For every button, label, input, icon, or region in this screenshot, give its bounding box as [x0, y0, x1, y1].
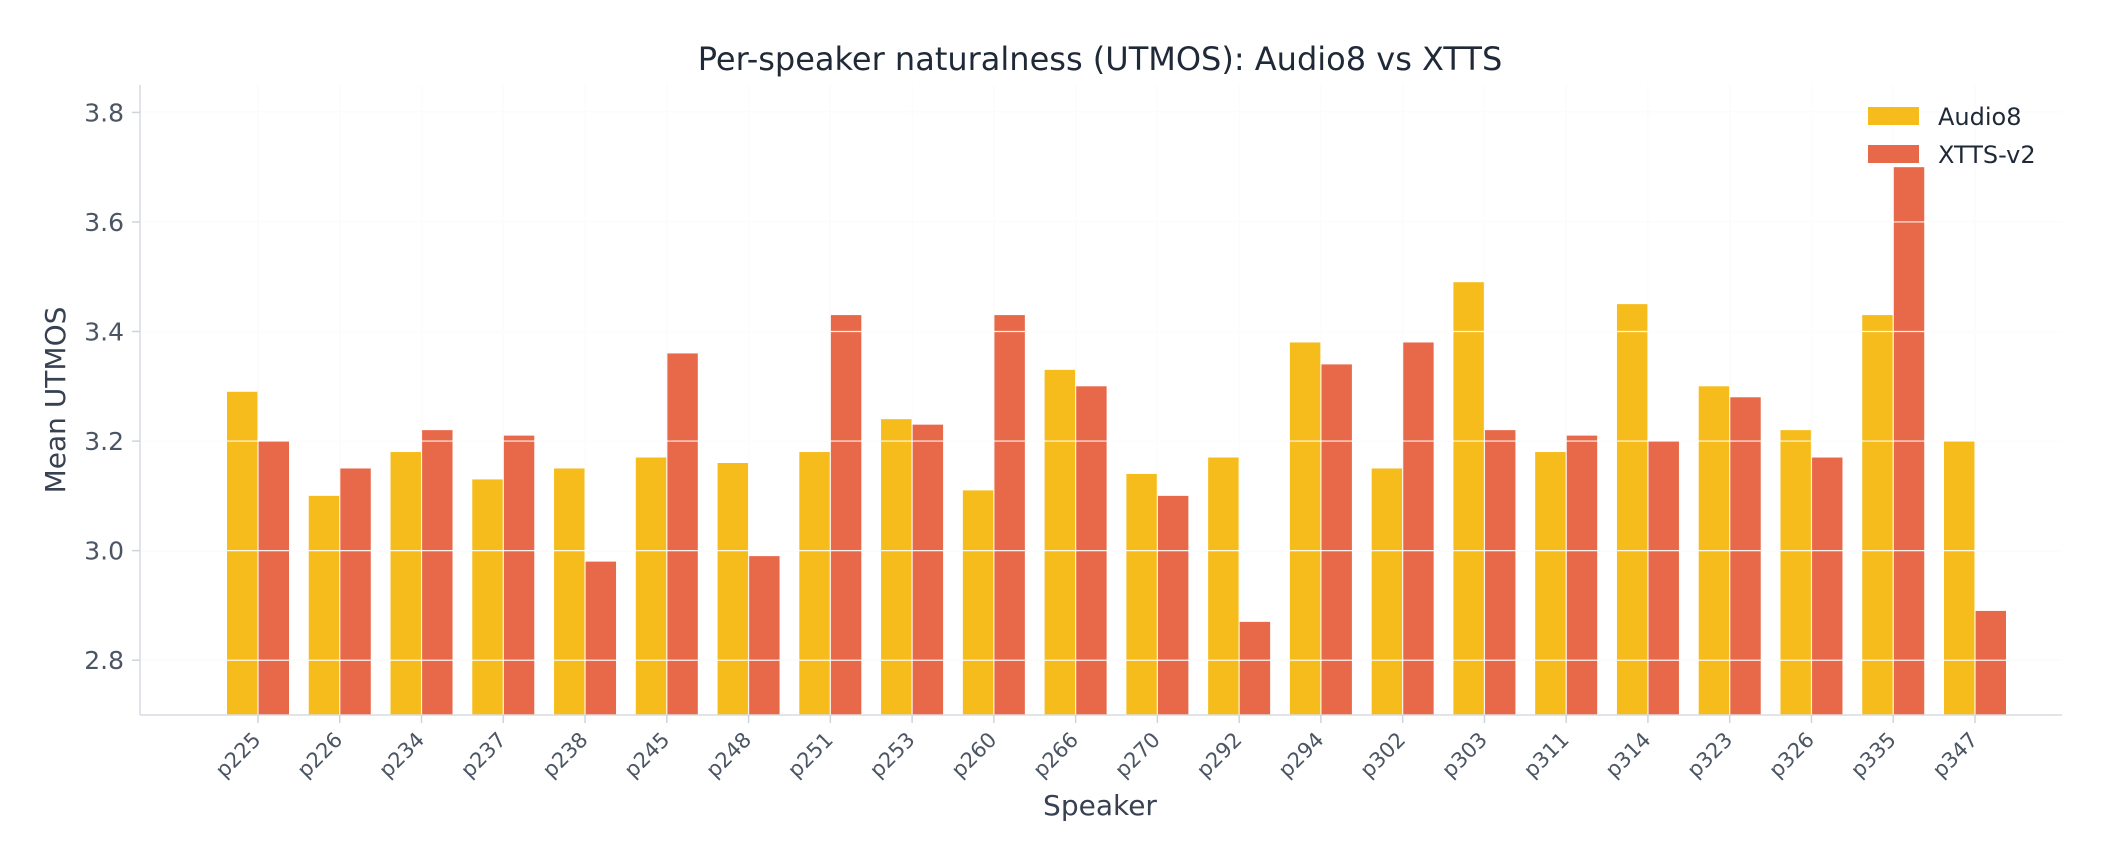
x-tick-label: p248: [701, 728, 756, 783]
x-tick-label: p347: [1928, 728, 1983, 783]
x-tick-label: p311: [1519, 728, 1574, 783]
x-tick-label: p237: [456, 728, 511, 783]
bar-audio8-p292: [1208, 457, 1240, 715]
x-tick-label: p226: [293, 728, 348, 783]
x-tick-label: p245: [620, 728, 675, 783]
y-ticks: 2.8 3.0 3.2 3.4 3.6 3.8: [84, 98, 140, 675]
bar-audio8-p266: [1044, 369, 1076, 715]
bar-audio8-p270: [1126, 473, 1158, 715]
bar-xtts-v2-p314: [1647, 441, 1679, 715]
x-tick-label: p270: [1110, 728, 1165, 783]
bar-xtts-v2-p226: [339, 468, 371, 715]
bar-xtts-v2-p225: [258, 441, 289, 715]
x-tick-label: p314: [1601, 728, 1656, 783]
bar-xtts-v2-p260: [993, 315, 1025, 715]
bars: [140, 85, 2062, 715]
x-tick-label: p225: [211, 728, 266, 783]
x-tick-label: p292: [1192, 728, 1247, 783]
bar-audio8-p302: [1371, 468, 1403, 715]
axes: [139, 85, 2062, 716]
y-tick-label: 3.0: [84, 537, 124, 566]
bar-xtts-v2-p234: [421, 430, 453, 715]
bar-xtts-v2-p302: [1402, 342, 1434, 715]
x-tick-label: p294: [1274, 728, 1329, 783]
chart-title: Per-speaker naturalness (UTMOS): Audio8 …: [698, 40, 1503, 78]
x-axis-label: Speaker: [1043, 789, 1157, 822]
x-tick-label: p266: [1028, 728, 1083, 783]
bar-xtts-v2-p238: [585, 561, 617, 715]
bar-audio8-p347: [1944, 441, 1975, 715]
x-ticks: p225 p226 p234 p237 p238 p245 p248 p251 p253 p260…: [211, 715, 1983, 782]
x-tick-label: p234: [374, 728, 429, 783]
bar-xtts-v2-p347: [1975, 610, 2006, 715]
bar-audio8-p238: [554, 468, 586, 715]
bar-xtts-v2-p245: [666, 353, 698, 715]
bar-audio8-p237: [472, 479, 504, 715]
legend-swatch: [1868, 145, 1919, 163]
bar-audio8-p335: [1862, 315, 1894, 715]
bar-audio8-p260: [962, 490, 994, 715]
y-tick-label: 2.8: [84, 646, 124, 675]
x-tick-label: p238: [538, 728, 593, 783]
bar-audio8-p326: [1780, 430, 1812, 715]
x-tick-label: p260: [947, 728, 1002, 783]
bar-audio8-p314: [1616, 304, 1648, 715]
bar-audio8-p225: [227, 391, 258, 715]
bar-xtts-v2-p237: [503, 435, 535, 715]
bar-xtts-v2-p311: [1566, 435, 1598, 715]
bar-xtts-v2-p253: [912, 424, 944, 715]
bar-xtts-v2-p326: [1811, 457, 1843, 715]
bar-audio8-p245: [635, 457, 667, 715]
legend-label: XTTS-v2: [1938, 141, 2036, 169]
bar-xtts-v2-p292: [1239, 621, 1271, 715]
legend-label: Audio8: [1938, 103, 2021, 131]
bar-audio8-p226: [308, 495, 340, 715]
bar-audio8-p311: [1535, 452, 1567, 715]
bar-audio8-p251: [799, 452, 831, 715]
bar-audio8-p253: [881, 419, 913, 715]
x-tick-label: p323: [1683, 728, 1738, 783]
bar-audio8-p248: [717, 463, 749, 715]
bar-xtts-v2-p270: [1157, 495, 1189, 715]
bar-xtts-v2-p323: [1729, 397, 1761, 715]
y-axis-label: Mean UTMOS: [39, 307, 72, 494]
y-tick-label: 3.6: [84, 208, 124, 237]
bar-xtts-v2-p248: [748, 556, 780, 715]
bar-xtts-v2-p251: [830, 315, 862, 715]
x-tick-label: p335: [1846, 728, 1901, 783]
x-tick-label: p253: [865, 728, 920, 783]
bar-xtts-v2-p294: [1320, 364, 1352, 715]
x-tick-label: p251: [783, 728, 838, 783]
bar-audio8-p234: [390, 452, 422, 715]
x-tick-label: p302: [1355, 728, 1410, 783]
legend-swatch: [1868, 107, 1919, 125]
y-tick-label: 3.2: [84, 427, 124, 456]
y-tick-label: 3.4: [84, 318, 124, 347]
x-tick-label: p303: [1437, 728, 1492, 783]
bar-audio8-p294: [1289, 342, 1321, 715]
x-tick-label: p326: [1764, 728, 1819, 783]
y-tick-label: 3.8: [84, 98, 124, 127]
bar-audio8-p303: [1453, 282, 1485, 715]
legend: Audio8 XTTS-v2: [1868, 103, 2036, 169]
bar-xtts-v2-p303: [1484, 430, 1516, 715]
